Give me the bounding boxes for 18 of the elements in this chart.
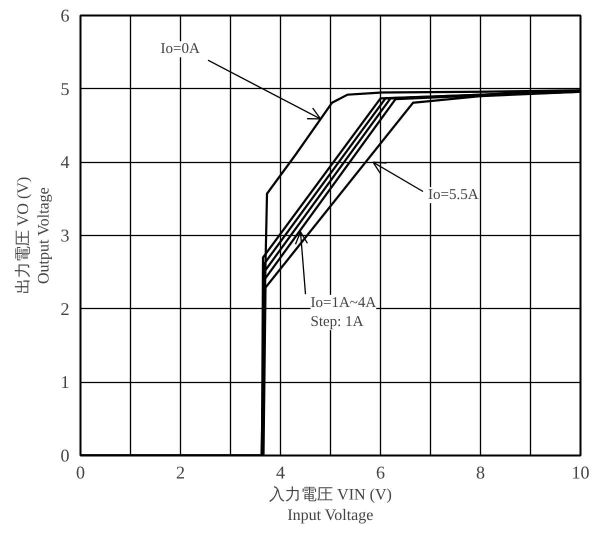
y-tick-label: 3 <box>60 226 70 246</box>
x-tick-label: 6 <box>376 462 385 482</box>
x-tick-label: 0 <box>76 462 85 482</box>
y-tick-label: 0 <box>60 446 70 466</box>
x-tick-label: 4 <box>276 462 285 482</box>
annotation: Io=0A <box>160 41 200 58</box>
y-tick-label: 2 <box>60 298 70 319</box>
x-tick-label: 8 <box>476 462 485 482</box>
x-axis-title: 入力電圧 VIN (V) Input Voltage <box>269 486 392 524</box>
y-tick-label: 4 <box>60 152 70 172</box>
y-tick-label: 1 <box>60 372 70 392</box>
y-axis-title: 出力電圧 VO (V) Output Voltage <box>14 176 52 294</box>
annotation: Io=5.5A <box>428 187 479 204</box>
y-tick-label: 6 <box>60 6 70 26</box>
x-tick-label: 2 <box>176 462 185 482</box>
annotation: Io=1A~4A Step: 1A <box>310 294 376 330</box>
y-tick-label: 5 <box>60 78 70 99</box>
x-tick-label: 10 <box>572 462 590 482</box>
